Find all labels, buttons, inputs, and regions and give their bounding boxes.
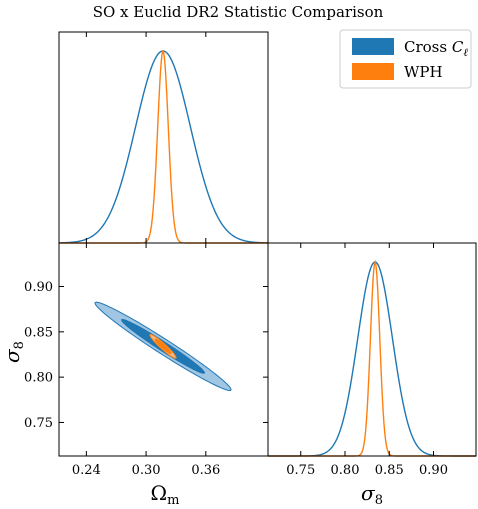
x-tick-label-omega: 0.36	[191, 463, 220, 478]
x-tick-label-sigma8: 0.75	[286, 463, 315, 478]
y-tick-label-sigma: 0.85	[24, 325, 53, 340]
x-axis-label-omega-m: Ωm	[151, 481, 180, 508]
chart-title: SO x Euclid DR2 Statistic Comparison	[93, 3, 384, 21]
panel-omega-m-1d	[58, 31, 269, 244]
panel-frame-sigma8-1d	[267, 242, 477, 457]
x-tick-label-sigma8: 0.90	[419, 463, 448, 478]
panel-sigma8-vs-omega-m: 0.24 0.30 0.36 0.75 0.80 0.85 0.90	[24, 242, 269, 478]
x-tick-label-omega: 0.30	[132, 463, 161, 478]
y-axis-label-sigma8: σ8	[0, 341, 27, 363]
x-tick-label-sigma8: 0.80	[331, 463, 360, 478]
x-axis-label-sigma8: σ8	[361, 481, 383, 508]
legend-swatch-cross	[352, 38, 394, 55]
panel-frame-omega-m-1d	[58, 31, 269, 244]
legend-swatch-wph	[352, 63, 394, 80]
x-tick-label-omega: 0.24	[72, 463, 101, 478]
y-tick-label-sigma: 0.80	[24, 371, 53, 386]
omega-m-marginal-cross	[58, 50, 269, 244]
x-tick-label-sigma8: 0.85	[375, 463, 404, 478]
panel-sigma8-1d: 0.75 0.80 0.85 0.90	[267, 242, 477, 478]
legend-label-wph: WPH	[404, 63, 443, 81]
sigma8-marginal-wph	[268, 259, 476, 457]
legend-label-cross: Cross Cℓ	[404, 38, 468, 59]
y-tick-label-sigma: 0.75	[24, 416, 53, 431]
y-tick-label-sigma: 0.90	[24, 280, 53, 295]
legend: Cross Cℓ WPH	[339, 29, 472, 89]
omega-m-marginal-wph	[59, 50, 268, 244]
contour-1sigma-wph	[154, 338, 172, 355]
